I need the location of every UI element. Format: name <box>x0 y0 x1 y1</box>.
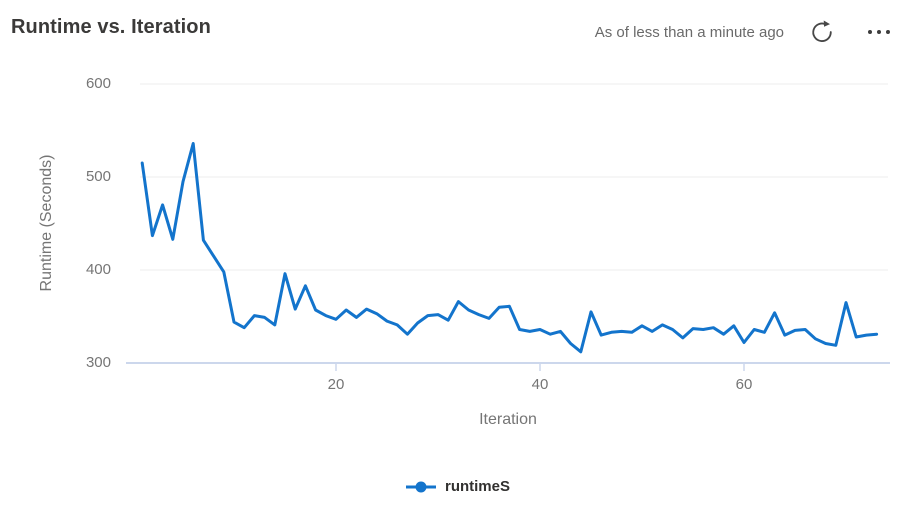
refresh-button[interactable] <box>808 18 836 46</box>
y-tick-label: 600 <box>85 75 111 92</box>
x-tick-label: 20 <box>327 376 345 393</box>
y-tick-label: 300 <box>85 354 111 371</box>
refresh-icon <box>809 19 835 45</box>
x-tick-label: 60 <box>735 376 753 393</box>
x-tick-label: 40 <box>531 376 549 393</box>
y-tick-label: 500 <box>85 168 111 185</box>
chart-legend: runtimeS <box>0 478 914 495</box>
legend-marker-icon <box>404 480 438 494</box>
chart-header-actions: As of less than a minute ago <box>595 18 892 46</box>
more-options-button[interactable] <box>866 26 892 38</box>
y-axis-title: Runtime (Seconds) <box>38 154 55 292</box>
y-tick-label: 400 <box>85 261 111 278</box>
last-updated-text: As of less than a minute ago <box>594 23 784 41</box>
ellipsis-icon <box>868 30 872 34</box>
legend-item-runtimeS[interactable]: runtimeS <box>404 478 510 495</box>
x-axis-title: Iteration <box>479 411 537 428</box>
legend-series-label: runtimeS <box>444 478 510 495</box>
page-title: Runtime vs. Iteration <box>11 16 211 38</box>
